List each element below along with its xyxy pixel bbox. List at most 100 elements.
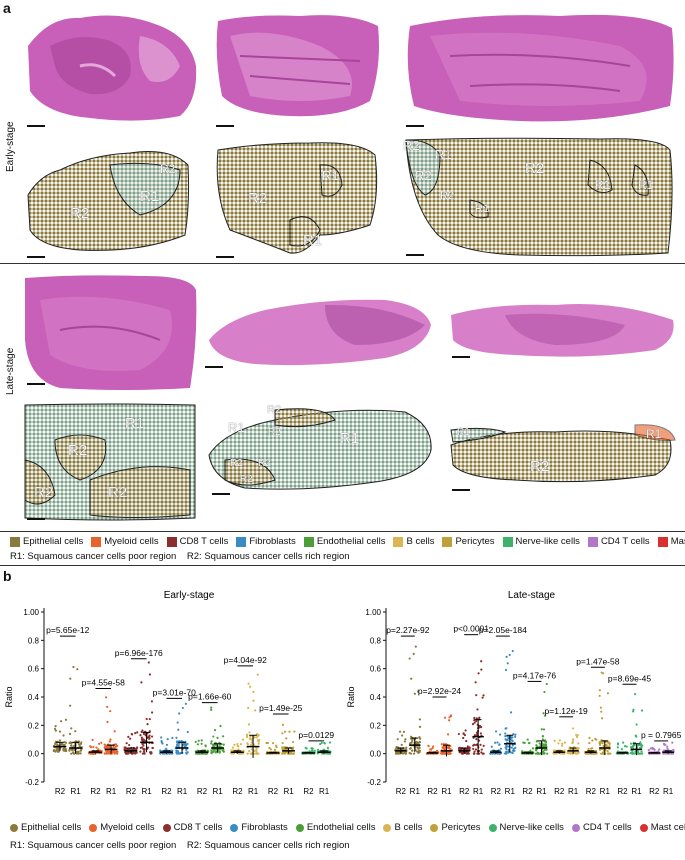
region-label: R1 <box>646 427 662 441</box>
data-point <box>577 742 580 745</box>
data-point <box>431 746 434 750</box>
region-label: R2 <box>68 442 88 459</box>
data-point <box>594 737 597 740</box>
data-point <box>245 734 249 737</box>
data-point <box>574 752 578 755</box>
legend-item: CD8 T cells <box>166 536 228 547</box>
data-point <box>666 747 669 750</box>
spot-map-late-2 <box>208 408 432 490</box>
data-point <box>511 649 514 653</box>
data-point <box>637 750 640 754</box>
region-label: R2 <box>230 458 243 469</box>
data-point <box>61 743 64 746</box>
data-point <box>632 744 636 747</box>
data-point <box>440 743 443 746</box>
x-tick-label: R2 <box>126 787 137 796</box>
data-point <box>588 741 591 745</box>
legend-item: Epithelial cells <box>10 822 81 833</box>
data-point <box>184 702 188 705</box>
x-tick-label: R1 <box>663 787 674 796</box>
data-point <box>629 752 633 755</box>
data-point <box>204 752 207 755</box>
x-tick-label: R1 <box>70 787 81 796</box>
data-point <box>135 751 138 754</box>
data-point <box>247 706 250 710</box>
data-point <box>180 740 183 743</box>
data-point <box>103 743 106 746</box>
x-tick-label: R1 <box>248 787 259 796</box>
data-point <box>271 742 275 745</box>
data-point <box>91 738 94 741</box>
data-point <box>95 746 98 749</box>
panel-a-legend: Epithelial cells Myeloid cells CD8 T cells… <box>10 536 685 547</box>
data-point <box>449 752 452 755</box>
p-value-label: p=2.92e-24 <box>418 686 462 696</box>
data-point <box>246 752 249 755</box>
scale-bar <box>406 254 424 256</box>
legend-item: Mast cells <box>639 822 685 833</box>
x-tick-label: R1 <box>319 787 330 796</box>
data-point <box>458 751 461 754</box>
data-point <box>608 745 611 748</box>
legend-label: Nerve-like cells <box>499 822 564 833</box>
early-stage-label: Early-stage <box>5 121 16 172</box>
data-point <box>248 737 252 740</box>
region-label: R2 <box>403 138 420 153</box>
y-tick-label: -0.2 <box>367 778 381 787</box>
data-point <box>177 744 180 747</box>
data-point <box>100 741 103 744</box>
data-point <box>140 738 144 741</box>
panel-label-b: b <box>3 568 12 584</box>
legend-label: Endothelial cells <box>316 536 386 547</box>
y-tick-label: 0.0 <box>28 750 40 759</box>
y-axis-label: Ratio <box>4 686 14 707</box>
data-point <box>70 727 73 730</box>
data-point <box>104 696 108 699</box>
legend-label: B cells <box>394 822 423 833</box>
data-point <box>257 742 260 745</box>
data-point <box>563 741 566 744</box>
x-tick-label: R1 <box>410 787 421 796</box>
region-label: R1 <box>125 415 145 432</box>
data-point <box>635 735 638 738</box>
data-point <box>185 748 188 751</box>
data-point <box>150 751 153 754</box>
region-label: R1 <box>303 232 323 249</box>
data-point <box>411 749 414 752</box>
data-point <box>571 740 575 743</box>
data-point <box>176 741 179 744</box>
region-label: R1 <box>322 168 339 183</box>
data-point <box>605 743 608 747</box>
p-value-label: p=8.69e-45 <box>608 673 652 683</box>
data-point <box>575 735 579 739</box>
region-label: R2 <box>530 458 550 475</box>
x-tick-label: R1 <box>283 787 294 796</box>
region-label: R1 <box>457 427 470 438</box>
y-tick-label: 0.6 <box>28 665 40 674</box>
data-point <box>140 730 143 734</box>
data-point <box>89 752 92 755</box>
data-point <box>328 741 332 744</box>
data-point <box>560 744 564 747</box>
data-point <box>398 730 402 733</box>
data-point <box>418 725 422 728</box>
data-point <box>210 740 213 743</box>
data-point <box>125 742 128 745</box>
data-point <box>326 746 330 749</box>
x-tick-label: R2 <box>522 787 533 796</box>
data-point <box>310 747 313 750</box>
data-point <box>414 645 417 648</box>
data-point <box>528 741 531 745</box>
data-point <box>649 747 652 750</box>
data-point <box>109 738 112 741</box>
data-point <box>52 749 55 753</box>
data-point <box>441 752 444 755</box>
data-point <box>509 751 512 754</box>
data-point <box>457 732 460 736</box>
data-point <box>204 745 207 748</box>
legend-swatch <box>230 823 239 832</box>
p-value-label: p=3.01e-70 <box>153 687 197 697</box>
legend-item: Nerve-like cells <box>502 536 580 547</box>
data-point <box>70 752 73 755</box>
data-point <box>124 747 127 750</box>
